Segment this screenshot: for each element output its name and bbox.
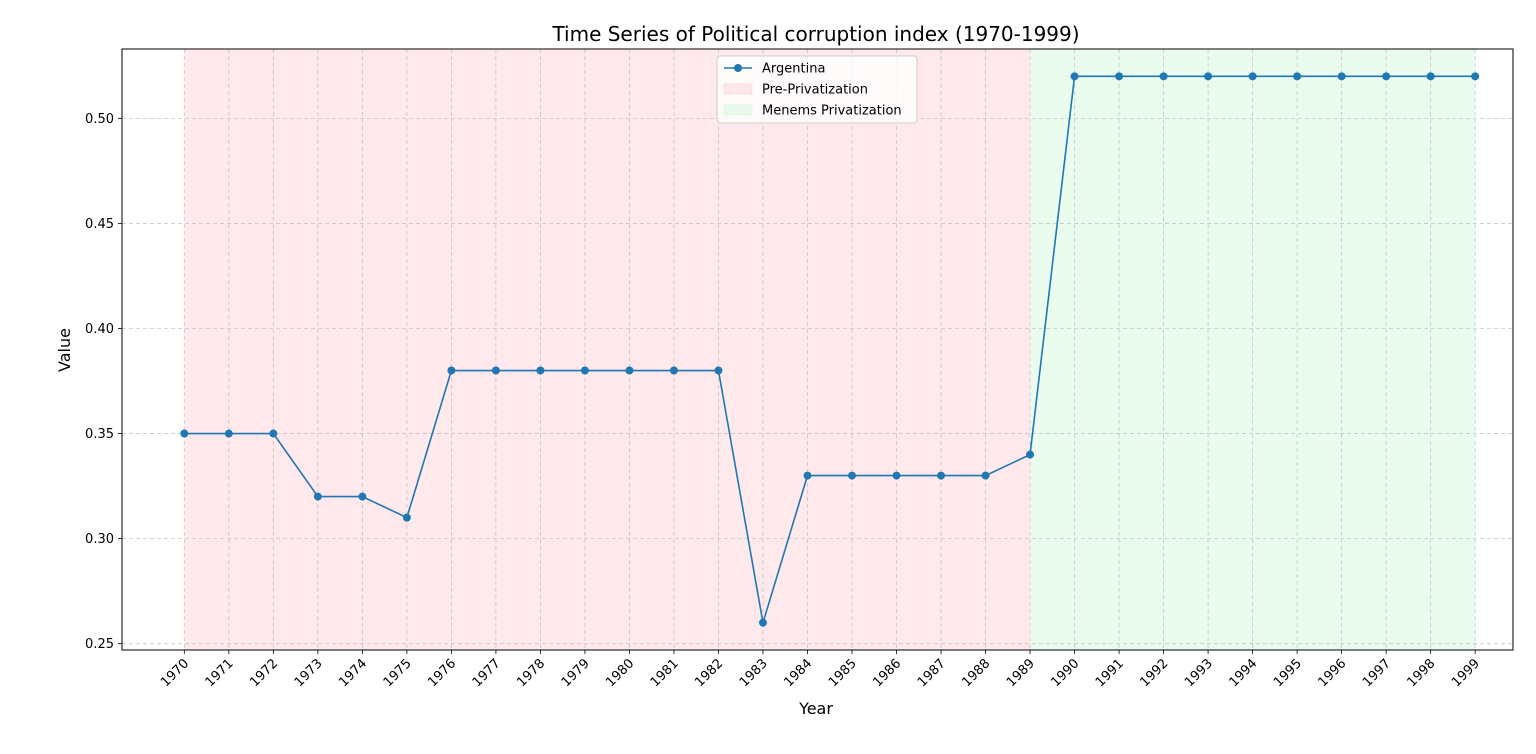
x-tick-label: 1973 [292, 656, 326, 690]
data-point [937, 471, 946, 480]
data-point [803, 471, 812, 480]
y-tick-label: 0.45 [85, 217, 114, 232]
x-tick-label: 1999 [1449, 656, 1483, 690]
data-point [447, 366, 456, 375]
data-point [1248, 72, 1257, 81]
x-tick-label: 1990 [1048, 656, 1082, 690]
data-series [180, 72, 1480, 627]
data-point [358, 492, 367, 501]
x-tick-label: 1976 [425, 656, 459, 690]
data-point [1204, 72, 1213, 81]
data-point [847, 471, 856, 480]
shaded-region-menems-privatization [1030, 49, 1476, 650]
legend-swatch-pre-privatization [723, 83, 753, 95]
y-axis-label: Value [55, 328, 74, 372]
x-tick-label: 1995 [1271, 656, 1305, 690]
legend-marker-argentina [734, 64, 742, 72]
y-tick-label: 0.25 [85, 637, 114, 652]
x-tick-label: 1994 [1226, 656, 1260, 690]
data-point [1293, 72, 1302, 81]
shaded-regions [184, 49, 1476, 650]
data-point [714, 366, 723, 375]
legend-label-menems-privatization: Menems Privatization [762, 104, 902, 119]
data-point [1159, 72, 1168, 81]
legend: Argentina Pre-Privatization Menems Priva… [716, 55, 918, 124]
x-tick-label: 1989 [1004, 656, 1038, 690]
grid-lines [122, 49, 1513, 650]
data-point [1382, 72, 1391, 81]
data-point [1070, 72, 1079, 81]
x-tick-label: 1974 [336, 656, 370, 690]
y-tick-label: 0.30 [85, 532, 114, 547]
y-axis-ticks: 0.25 0.30 0.35 0.40 0.45 0.50 [85, 112, 122, 652]
x-tick-label: 1972 [247, 656, 281, 690]
x-tick-label: 1979 [559, 656, 593, 690]
shaded-region-pre-privatization [184, 49, 1031, 650]
x-tick-label: 1988 [959, 656, 993, 690]
data-point [269, 429, 278, 438]
x-tick-label: 1987 [915, 656, 949, 690]
data-point [402, 513, 411, 522]
x-tick-label: 1991 [1093, 656, 1127, 690]
data-point [491, 366, 500, 375]
x-tick-label: 1993 [1182, 656, 1216, 690]
chart-title: Time Series of Political corruption inde… [551, 22, 1079, 46]
legend-box [716, 55, 918, 124]
x-tick-label: 1985 [826, 656, 860, 690]
x-axis-label: Year [798, 699, 833, 718]
data-point [1337, 72, 1346, 81]
y-tick-label: 0.50 [85, 112, 114, 127]
data-point [981, 471, 990, 480]
x-tick-label: 1986 [870, 656, 904, 690]
data-point [625, 366, 634, 375]
x-tick-label: 1978 [514, 656, 548, 690]
x-axis-ticks: 1970 1971 1972 1973 1974 1975 1976 1977 1978 1979… [158, 650, 1483, 690]
y-tick-label: 0.35 [85, 427, 114, 442]
data-point [892, 471, 901, 480]
x-tick-label: 1997 [1360, 656, 1394, 690]
x-tick-label: 1980 [603, 656, 637, 690]
x-tick-label: 1982 [692, 656, 726, 690]
data-point [580, 366, 589, 375]
data-point [224, 429, 233, 438]
data-point [669, 366, 678, 375]
data-point [180, 429, 189, 438]
x-tick-label: 1996 [1315, 656, 1349, 690]
y-tick-label: 0.40 [85, 322, 114, 337]
data-point [1426, 72, 1435, 81]
data-point [1471, 72, 1480, 81]
x-tick-label: 1998 [1404, 656, 1438, 690]
x-tick-label: 1984 [781, 656, 815, 690]
data-point [758, 618, 767, 627]
data-point [1115, 72, 1124, 81]
data-point [313, 492, 322, 501]
x-tick-label: 1981 [648, 656, 682, 690]
data-point [1026, 450, 1035, 459]
x-tick-label: 1970 [158, 656, 192, 690]
legend-swatch-menems-privatization [723, 104, 753, 116]
x-tick-label: 1971 [203, 656, 237, 690]
x-tick-label: 1983 [737, 656, 771, 690]
legend-label-pre-privatization: Pre-Privatization [762, 83, 868, 98]
series-line-argentina [184, 75, 1476, 623]
legend-label-argentina: Argentina [762, 62, 825, 77]
plot-frame [121, 48, 1514, 651]
data-point [536, 366, 545, 375]
x-tick-label: 1977 [470, 656, 504, 690]
x-tick-label: 1975 [381, 656, 415, 690]
x-tick-label: 1992 [1137, 656, 1171, 690]
